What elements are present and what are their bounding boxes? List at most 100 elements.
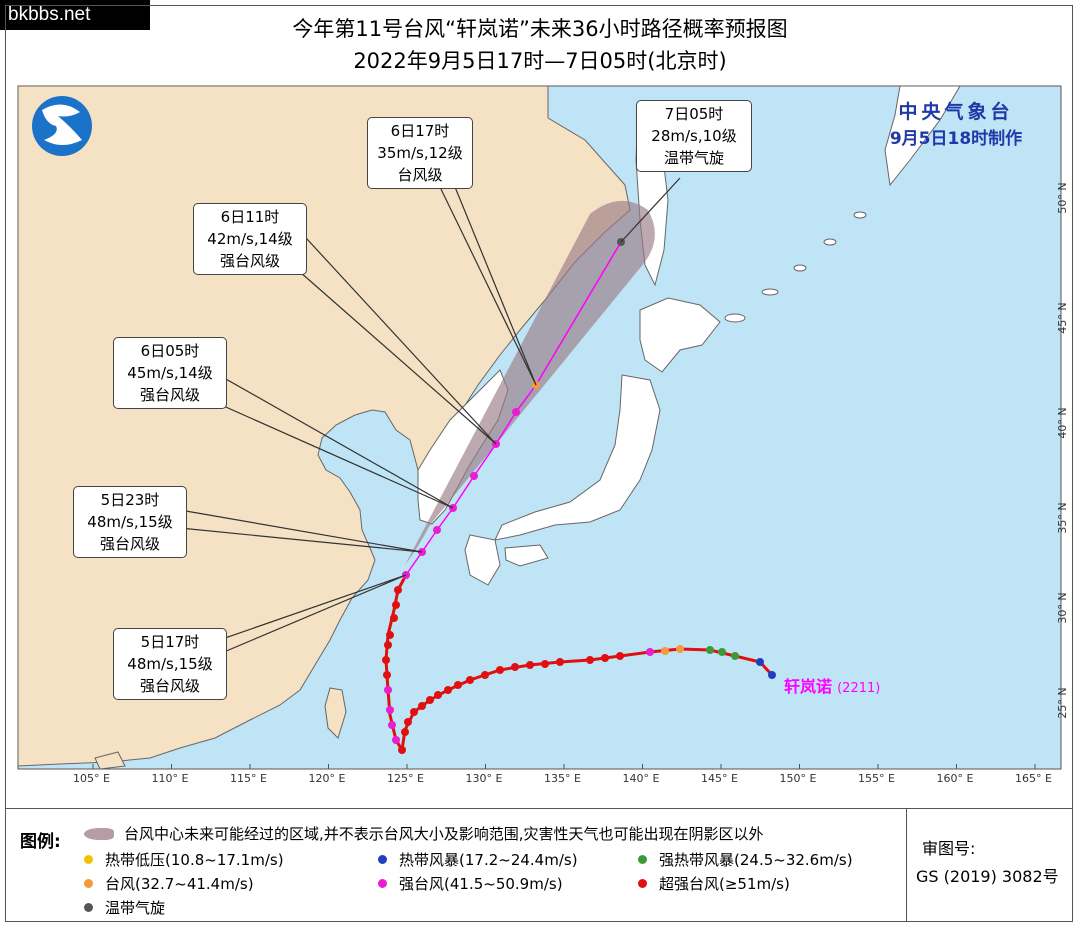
- forecast-box: 5日17时 48m/s,15级 强台风级: [113, 628, 227, 700]
- lon-tick-label: 145° E: [701, 772, 738, 785]
- legend-item: 热带风暴(17.2~24.4m/s): [378, 849, 578, 870]
- lon-tick-label: 105° E: [73, 772, 110, 785]
- forecast-wind: 28m/s,10级: [651, 127, 737, 145]
- kyushu: [464, 534, 501, 586]
- forecast-box: 7日05时 28m/s,10级 温带气旋: [636, 100, 752, 172]
- lat-tick-label: 50° N: [1056, 182, 1069, 213]
- track-point: [676, 645, 684, 653]
- forecast-wind: 45m/s,14级: [127, 364, 213, 382]
- approval-title: 审图号:: [922, 839, 976, 858]
- track-point: [388, 721, 396, 729]
- track-point: [496, 666, 504, 674]
- lat-tick-label: 40° N: [1056, 407, 1069, 438]
- track-point: [481, 671, 489, 679]
- hainan: [94, 751, 126, 769]
- legend-item: 强热带风暴(24.5~32.6m/s): [638, 849, 853, 870]
- forecast-wind: 48m/s,15级: [127, 655, 213, 673]
- lon-tick-label: 115° E: [230, 772, 267, 785]
- track-point: [390, 614, 398, 622]
- track-point: [392, 601, 400, 609]
- track-point: [526, 661, 534, 669]
- legend-dot-icon: [638, 855, 647, 864]
- track-point: [384, 641, 392, 649]
- forecast-time: 6日17时: [390, 122, 450, 140]
- track-point: [410, 708, 418, 716]
- track-point: [384, 686, 392, 694]
- legend-title: 图例:: [20, 832, 61, 852]
- forecast-box: 5日23时 48m/s,15级 强台风级: [73, 486, 187, 558]
- storm-code: (2211): [837, 681, 881, 696]
- legend-label: 强热带风暴(24.5~32.6m/s): [659, 851, 853, 869]
- legend-dot-icon: [84, 879, 93, 888]
- forecast-wind: 35m/s,12级: [377, 144, 463, 162]
- forecast-wind: 48m/s,15级: [87, 513, 173, 531]
- track-point: [706, 646, 714, 654]
- leader-lines: [179, 177, 681, 661]
- legend-dot-icon: [84, 903, 93, 912]
- legend-item: 强台风(41.5~50.9m/s): [378, 873, 563, 894]
- legend-dot-icon: [378, 879, 387, 888]
- lon-tick-label: 120° E: [309, 772, 346, 785]
- agency-name: 中央气象台: [898, 101, 1014, 123]
- forecast-time: 5日23时: [100, 491, 160, 509]
- track-point: [661, 647, 669, 655]
- forecast-level: 强台风级: [99, 535, 160, 553]
- legend-cone-text: 台风中心未来可能经过的区域,并不表示台风大小及影响范围,灾害性天气也可能出现在阴…: [124, 825, 764, 843]
- legend-label: 温带气旋: [105, 899, 166, 917]
- track-point: [444, 686, 452, 694]
- lat-tick-label: 35° N: [1056, 502, 1069, 533]
- track-point: [601, 654, 609, 662]
- track-point: [383, 671, 391, 679]
- track-point: [586, 656, 594, 664]
- forecast-time: 5日17时: [140, 633, 200, 651]
- track-point: [470, 472, 478, 480]
- track-point: [404, 718, 412, 726]
- lon-tick-label: 125° E: [387, 772, 424, 785]
- kamchatka: [884, 86, 961, 187]
- map-subtitle: 2022年9月5日17时—7日05时(北京时): [353, 49, 727, 73]
- forecast-level: 温带气旋: [663, 149, 724, 167]
- track-point: [556, 658, 564, 666]
- track-point: [382, 656, 390, 664]
- track-point: [466, 676, 474, 684]
- lat-tick-label: 25° N: [1056, 687, 1069, 718]
- forecast-box: 6日17时 35m/s,12级 台风级: [367, 117, 473, 189]
- legend-item: 超强台风(≥51m/s): [638, 873, 790, 894]
- track-point: [512, 408, 520, 416]
- kuril-islands: [724, 211, 867, 323]
- lon-tick-label: 140° E: [623, 772, 660, 785]
- track-point: [616, 652, 624, 660]
- hokkaido: [639, 297, 721, 373]
- lon-tick-label: 160° E: [937, 772, 974, 785]
- track-point: [401, 728, 409, 736]
- approval-code: GS (2019) 3082号: [916, 867, 1059, 886]
- cma-logo-icon: [32, 96, 92, 156]
- lon-tick-label: 165° E: [1015, 772, 1052, 785]
- track-point: [768, 671, 776, 679]
- legend-cone: 台风中心未来可能经过的区域,并不表示台风大小及影响范围,灾害性天气也可能出现在阴…: [84, 823, 764, 844]
- track-point: [511, 663, 519, 671]
- lon-tick-label: 130° E: [466, 772, 503, 785]
- forecast-box: 6日05时 45m/s,14级 强台风级: [113, 337, 227, 409]
- forecast-level: 强台风级: [139, 677, 200, 695]
- storm-label: 轩岚诺 (2211): [784, 673, 880, 697]
- shikoku: [504, 544, 549, 567]
- forecast-time: 6日05时: [140, 342, 200, 360]
- track-point: [426, 696, 434, 704]
- track-point: [392, 736, 400, 744]
- legend-panel: 图例: 台风中心未来可能经过的区域,并不表示台风大小及影响范围,灾害性天气也可能…: [6, 808, 1072, 921]
- lon-tick-label: 150° E: [780, 772, 817, 785]
- legend-label: 超强台风(≥51m/s): [659, 875, 790, 893]
- lat-tick-label: 45° N: [1056, 302, 1069, 333]
- forecast-box: 6日11时 42m/s,14级 强台风级: [193, 203, 307, 275]
- track-point: [394, 586, 402, 594]
- taiwan: [324, 687, 347, 739]
- storm-name: 轩岚诺: [784, 677, 833, 696]
- cone-swatch-icon: [84, 827, 114, 840]
- track-point: [756, 658, 764, 666]
- legend-label: 热带风暴(17.2~24.4m/s): [399, 851, 578, 869]
- forecast-level: 强台风级: [139, 386, 200, 404]
- legend-label: 热带低压(10.8~17.1m/s): [105, 851, 284, 869]
- track-point: [386, 631, 394, 639]
- lon-tick-label: 135° E: [544, 772, 581, 785]
